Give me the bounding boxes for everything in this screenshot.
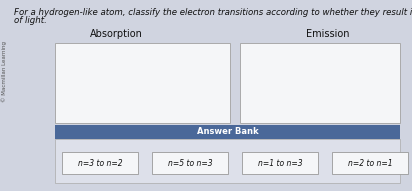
Text: Emission: Emission	[306, 29, 350, 39]
Text: n=5 to n=3: n=5 to n=3	[168, 159, 212, 168]
Bar	[55, 43, 230, 123]
Bar	[332, 152, 408, 174]
Bar	[55, 139, 400, 183]
Bar	[242, 152, 318, 174]
Text: © Macmillan Learning: © Macmillan Learning	[1, 40, 7, 101]
Text: n=1 to n=3: n=1 to n=3	[258, 159, 302, 168]
Bar	[55, 125, 400, 139]
Bar	[152, 152, 228, 174]
Text: Absorption: Absorption	[90, 29, 143, 39]
Text: n=2 to n=1: n=2 to n=1	[348, 159, 392, 168]
Text: Answer Bank: Answer Bank	[197, 128, 258, 137]
Bar	[62, 152, 138, 174]
Text: n=3 to n=2: n=3 to n=2	[78, 159, 122, 168]
Bar	[240, 43, 400, 123]
Text: For a hydrogen-like atom, classify the electron transitions according to whether: For a hydrogen-like atom, classify the e…	[14, 8, 412, 17]
Text: of light.: of light.	[14, 16, 47, 25]
